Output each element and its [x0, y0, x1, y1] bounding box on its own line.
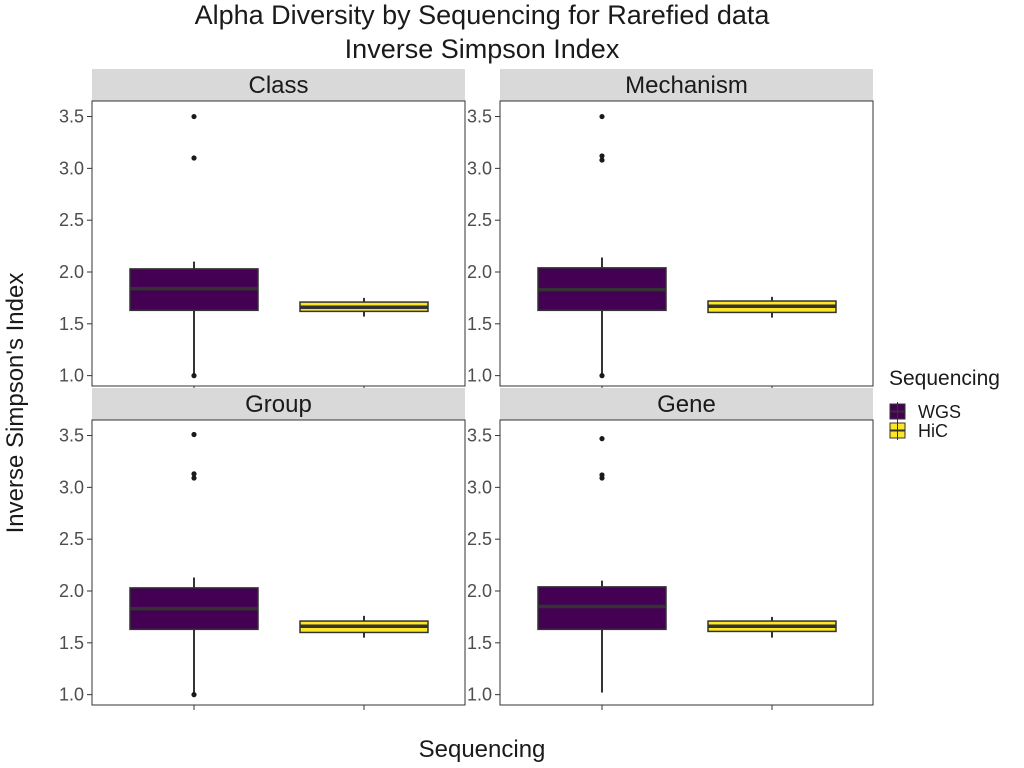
- facet-strip: [500, 69, 873, 101]
- outlier-point: [191, 431, 197, 438]
- legend-entry-wgs: WGS: [889, 402, 961, 422]
- y-tick-label: 1.0: [59, 366, 84, 386]
- panel-border: [499, 419, 874, 706]
- y-tick-label: 1.5: [59, 314, 84, 334]
- y-tick-label: 2.5: [467, 529, 492, 549]
- y-tick-label: 1.0: [467, 366, 492, 386]
- outlier-point: [599, 157, 605, 163]
- outlier-point: [191, 692, 197, 698]
- facet-panel-group: Group 1.0 1.5 2.0 2.5 3.0 3.5: [59, 388, 466, 710]
- box-hic: [707, 296, 837, 391]
- panel-border: [91, 100, 466, 387]
- facet-strip-label: Group: [245, 391, 312, 418]
- facet-panel-gene: Gene 1.0 1.5 2.0 2.5 3.0 3.5: [467, 388, 874, 710]
- legend-label: HiC: [918, 421, 948, 441]
- facet-panel-mechanism: Mechanism 1.0 1.5 2.0 2.5 3.0 3.5: [467, 69, 874, 391]
- facet-strip-label: Gene: [657, 391, 716, 418]
- facet-strip: [500, 388, 873, 420]
- box-hic: [299, 615, 429, 710]
- y-tick-label: 2.0: [59, 262, 84, 282]
- y-tick-label: 1.0: [59, 685, 84, 705]
- y-tick-label: 3.5: [59, 107, 84, 127]
- legend-label: WGS: [918, 402, 961, 422]
- y-tick-label: 1.5: [59, 633, 84, 653]
- y-axis-title: Inverse Simpson's Index: [2, 273, 29, 534]
- legend-title: Sequencing: [889, 367, 1000, 390]
- outlier-point: [599, 113, 605, 120]
- panel-border: [499, 100, 874, 387]
- y-tick-label: 3.5: [467, 426, 492, 446]
- outlier-point: [599, 436, 605, 442]
- facet-strip-label: Mechanism: [625, 72, 748, 99]
- y-tick-label: 2.0: [467, 581, 492, 601]
- y-tick-label: 2.5: [467, 210, 492, 230]
- x-axis-title: Sequencing: [419, 736, 546, 763]
- legend-entry-hic: HiC: [889, 421, 948, 441]
- facet-panel-class: Class 1.0 1.5 2.0 2.5 3.0 3.5: [59, 69, 466, 391]
- chart-subtitle: Inverse Simpson Index: [345, 34, 620, 64]
- y-tick-label: 1.5: [467, 633, 492, 653]
- y-tick-label: 3.0: [467, 158, 492, 178]
- chart-title: Alpha Diversity by Sequencing for Rarefi…: [195, 0, 771, 30]
- y-tick-label: 3.0: [467, 477, 492, 497]
- facet-strip-label: Class: [248, 72, 308, 99]
- box-wgs: [129, 113, 259, 391]
- outlier-point: [599, 153, 605, 159]
- outlier-point: [599, 472, 605, 478]
- facet-strip: [92, 388, 465, 420]
- y-tick-label: 1.5: [467, 314, 492, 334]
- box-hic: [707, 616, 837, 710]
- y-tick-label: 1.0: [467, 685, 492, 705]
- panel-border: [91, 419, 466, 706]
- y-tick-label: 2.0: [59, 581, 84, 601]
- outlier-point: [191, 475, 197, 481]
- y-tick-label: 2.5: [59, 529, 84, 549]
- y-tick-label: 3.5: [467, 107, 492, 127]
- facet-strip: [92, 69, 465, 101]
- outlier-point: [191, 471, 197, 477]
- outlier-point: [191, 373, 197, 379]
- y-tick-label: 3.5: [59, 426, 84, 446]
- facet-panels: Class 1.0 1.5 2.0 2.5 3.0 3.5 Mechanism 1.0 1.5 2.…: [59, 69, 874, 710]
- box-wgs: [537, 113, 667, 391]
- y-tick-label: 3.0: [59, 477, 84, 497]
- outlier-point: [599, 373, 605, 379]
- y-tick-label: 2.5: [59, 210, 84, 230]
- outlier-point: [191, 155, 197, 161]
- box-wgs: [537, 436, 667, 710]
- y-tick-label: 3.0: [59, 158, 84, 178]
- outlier-point: [191, 113, 197, 120]
- box-wgs: [129, 431, 259, 710]
- y-tick-label: 2.0: [467, 262, 492, 282]
